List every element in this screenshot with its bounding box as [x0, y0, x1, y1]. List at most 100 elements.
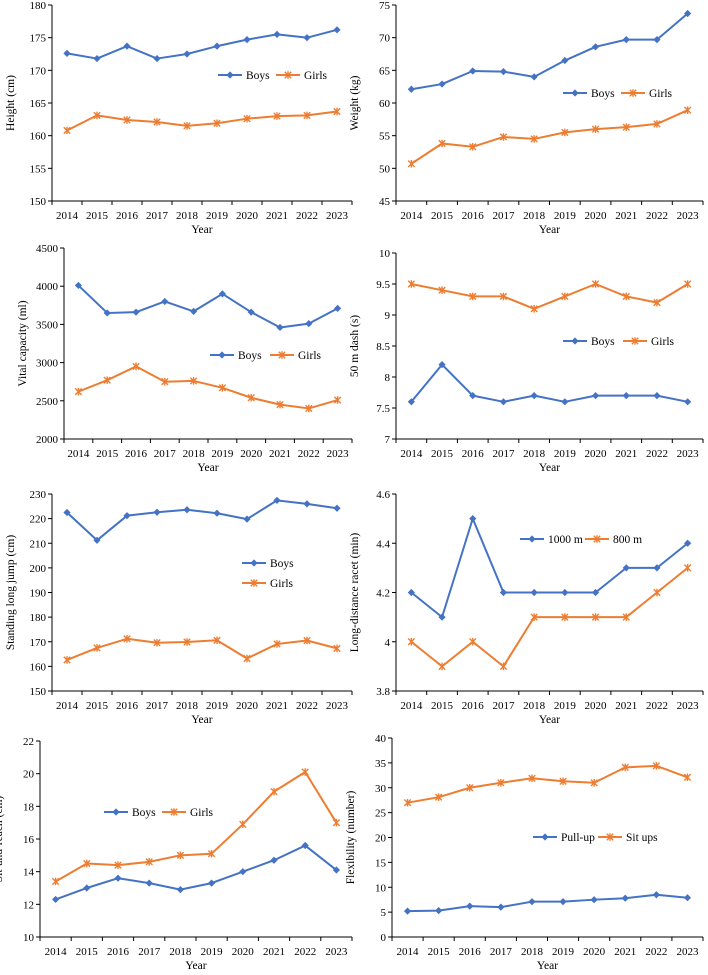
series-line-boys [411, 12, 689, 91]
legend-marker-pull-up [541, 833, 549, 841]
x-tick-label: 2022 [296, 700, 318, 712]
data-point-girls: Girls 2019: 15.1 [207, 849, 216, 858]
data-point-boys: Boys 2020: 14 [239, 868, 247, 876]
data-point-girls: Girls 2015: 2770 [103, 376, 111, 384]
data-point-boys: Boys 2022: 3510 [305, 320, 313, 328]
data-point-girls: Girls 2022: 56.8 [653, 120, 661, 128]
y-tick-label: 180 [30, 0, 47, 12]
data-point-boys: Boys 2016: 173.7 [123, 42, 131, 50]
data-point-boys: Boys 2022: 226 [303, 500, 311, 508]
legend-marker-girls [284, 71, 292, 79]
series-line-sit-ups [407, 764, 688, 804]
data-point-boys: Boys 2022: 7.7 [653, 392, 661, 400]
data-point-girls: Girls 2018: 2760 [189, 377, 198, 385]
data-point-1000-m: 1000 m 2021: 4.3 [622, 564, 630, 572]
x-tick-label: 2018 [523, 700, 546, 712]
x-tick-label: 2016 [116, 210, 139, 222]
data-point-girls: Girls 2014: 2620 [74, 387, 83, 396]
y-axis-title: Standing long jump (cm) [5, 535, 17, 650]
x-tick-label: 2023 [676, 946, 699, 958]
legend-marker-girls [278, 351, 286, 359]
x-tick-label: 2019 [211, 448, 234, 460]
x-tick-label: 2017 [154, 448, 177, 460]
x-axis-title: Year [185, 960, 206, 972]
data-point-pull-up: Pull-up 2016: 6.2 [466, 902, 474, 910]
data-point-boys: Boys 2023: 3710 [334, 304, 342, 312]
data-point-boys: Boys 2023: 7.6 [684, 398, 692, 406]
x-tick-label: 2018 [523, 210, 546, 222]
chart-3: 2000 2500 3000 3500 4000 4500 2014 2015 2016 2017… [17, 243, 353, 474]
y-tick-label: 16 [23, 834, 35, 846]
series-line-boys [66, 499, 338, 542]
y-tick-label: 3.8 [376, 686, 390, 698]
x-tick-label: 2019 [206, 700, 229, 712]
x-tick-label: 2020 [585, 700, 608, 712]
x-tick-label: 2020 [240, 448, 263, 460]
data-point-girls: Girls 2016: 2950 [132, 362, 140, 371]
data-point-sit-ups: Sit ups 2021: 34.1 [621, 763, 629, 772]
data-point-girls: Girls 2017: 9.3 [499, 292, 508, 301]
x-axis-title: Year [539, 224, 560, 236]
legend: Boys Girls [242, 558, 294, 590]
y-tick-label: 5 [381, 907, 387, 919]
data-point-girls: Girls 2019: 161.9 [213, 119, 221, 128]
data-point-girls: Girls 2016: 162.4 [123, 116, 131, 124]
x-tick-label: 2023 [677, 700, 700, 712]
data-point-boys: Boys 2016: 7.7 [469, 392, 477, 400]
data-point-girls: Girls 2018: 15 [176, 851, 185, 860]
data-point-boys: Boys 2015: 13 [83, 884, 91, 892]
x-tick-label: 2021 [615, 448, 637, 460]
series-line-1000-m [410, 517, 689, 619]
data-point-boys: Boys 2018: 7.7 [530, 392, 538, 400]
x-tick-label: 2019 [206, 210, 229, 222]
legend-label-girls: Girls [298, 350, 322, 362]
legend-label-girls: Girls [649, 88, 673, 100]
data-point-boys: Boys 2022: 175 [303, 34, 311, 42]
legend-label-boys: Boys [246, 70, 270, 82]
x-tick-label: 2022 [296, 210, 318, 222]
y-tick-label: 25 [375, 808, 387, 820]
legend: 1000 m 800 m [520, 534, 642, 546]
legend-label-boys: Boys [591, 88, 615, 100]
y-tick-label: 8.5 [376, 341, 390, 353]
data-point-pull-up: Pull-up 2017: 6 [497, 903, 505, 911]
data-point-1000-m: 1000 m 2016: 4.5 [469, 515, 477, 523]
data-point-girls: Girls 2016: 53.3 [469, 142, 477, 151]
y-tick-label: 200 [30, 563, 47, 575]
legend-marker-girls [250, 579, 258, 587]
y-tick-label: 0 [381, 932, 387, 944]
y-tick-label: 230 [30, 489, 47, 501]
x-tick-label: 2023 [325, 946, 348, 958]
chart-2: 45 50 55 60 65 70 75 2014 2015 2016 2017 2018 2019 20… [349, 0, 704, 236]
data-point-boys: Boys 2021: 3460 [276, 323, 284, 332]
y-tick-label: 150 [30, 196, 47, 208]
y-axis-title: Sit-and-reach (cm) [0, 796, 5, 883]
data-point-1000-m: 1000 m 2018: 4.2 [530, 588, 538, 597]
x-tick-label: 2016 [459, 946, 482, 958]
data-point-boys: Boys 2015: 171.8 [93, 54, 101, 63]
data-point-girls: Girls 2014: 13.4 [51, 877, 60, 886]
series-line-boys [66, 28, 338, 60]
data-point-girls: Girls 2020: 2540 [247, 393, 255, 402]
x-tick-label: 2019 [554, 448, 577, 460]
data-point-1000-m: 1000 m 2015: 4.1 [438, 613, 446, 621]
x-tick-label: 2014 [400, 700, 423, 712]
y-tick-label: 22 [23, 736, 34, 748]
y-tick-label: 4000 [36, 281, 59, 293]
x-tick-label: 2021 [615, 210, 637, 222]
y-tick-label: 4.4 [376, 538, 390, 550]
x-tick-label: 2020 [585, 448, 608, 460]
x-tick-label: 2022 [298, 448, 320, 460]
y-tick-label: 170 [30, 65, 47, 77]
data-point-800-m: 800 m 2016: 4 [469, 637, 477, 646]
data-point-boys: Boys 2019: 222.2 [213, 509, 221, 517]
y-tick-label: 9 [385, 310, 391, 322]
data-point-girls: Girls 2015: 167.5 [93, 644, 101, 652]
x-tick-label: 2022 [646, 210, 668, 222]
data-point-boys: Boys 2014: 7.6 [407, 398, 415, 406]
data-point-pull-up: Pull-up 2019: 7.1 [559, 898, 567, 906]
y-tick-label: 150 [30, 686, 47, 698]
data-point-girls: Girls 2020: 162.6 [243, 114, 251, 123]
data-point-girls: Girls 2023: 167.3 [333, 644, 341, 653]
series-line-girls [78, 365, 338, 410]
